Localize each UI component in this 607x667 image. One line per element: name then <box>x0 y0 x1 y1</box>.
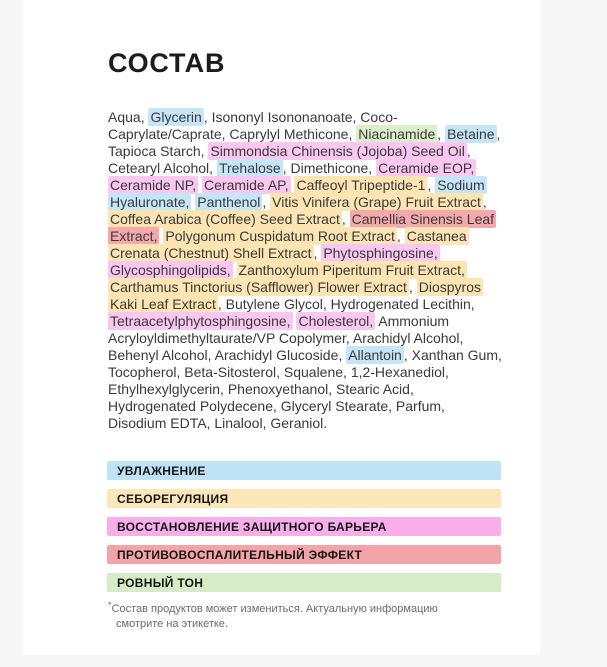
ingredient-text: , <box>408 279 417 295</box>
legend-label: ПРОТИВОВОСПАЛИТЕЛЬНЫЙ ЭФФЕКТ <box>117 547 363 562</box>
ingredient-text <box>233 262 237 278</box>
legend-label: ВОССТАНОВЛЕНИЕ ЗАЩИТНОГО БАРЬЕРА <box>117 519 387 534</box>
ingredient-highlight-pink: Simmondsia Chinensis (Jojoba) Seed Oil <box>208 142 467 160</box>
legend-item: ПРОТИВОВОСПАЛИТЕЛЬНЫЙ ЭФФЕКТ <box>107 545 501 564</box>
ingredient-text: , <box>262 194 271 210</box>
ingredient-highlight-yellow: Carthamus Tinctorius (Safflower) Flower … <box>108 278 409 296</box>
ingredient-text: , <box>313 245 322 261</box>
ingredients-paragraph: Aqua, Glycerin, Isononyl Isononanoate, C… <box>108 108 502 432</box>
legend-label: УВЛАЖНЕНИЕ <box>117 463 206 478</box>
ingredient-highlight-blue: Trehalose <box>216 159 283 177</box>
legend-label: СЕБОРЕГУЛЯЦИЯ <box>117 491 229 506</box>
ingredient-highlight-blue: Panthenol <box>195 193 263 211</box>
composition-card: СОСТАВ Aqua, Glycerin, Isononyl Isononan… <box>23 0 540 655</box>
ingredient-text: , <box>437 126 446 142</box>
ingredient-highlight-pink: Tetraacetylphytosphingosine, <box>108 312 293 330</box>
page-title: СОСТАВ <box>108 48 226 78</box>
ingredient-text: Aqua, <box>108 109 149 125</box>
ingredient-text: , <box>396 228 405 244</box>
ingredient-highlight-green: Niacinamide <box>356 125 438 143</box>
ingredient-text: , Xanthan Gum, Tocopherol, Beta-Sitoster… <box>108 347 502 431</box>
ingredient-highlight-yellow: Caffeoyl Tripeptide-1 <box>294 176 428 194</box>
legend-item: УВЛАЖНЕНИЕ <box>107 461 501 480</box>
ingredient-highlight-pink: Ceramide AP, <box>202 176 291 194</box>
ingredient-text: , Isononyl Isononanoate, Coco-Caprylate/… <box>108 109 398 142</box>
ingredient-text: , <box>482 194 487 210</box>
legend: УВЛАЖНЕНИЕ СЕБОРЕГУЛЯЦИЯ ВОССТАНОВЛЕНИЕ ЗА… <box>107 461 501 592</box>
footnote-asterisk: * <box>108 600 112 610</box>
footnote: *Состав продуктов может измениться. Акту… <box>108 598 464 632</box>
legend-label: РОВНЫЙ ТОН <box>117 575 204 590</box>
ingredient-text: , Dimethicone, <box>282 160 377 176</box>
ingredient-highlight-yellow: Vitis Vinifera (Grape) Fruit Extract <box>270 193 483 211</box>
legend-item: РОВНЫЙ ТОН <box>107 573 501 592</box>
ingredient-text: , Cetearyl Alcohol, <box>108 143 471 176</box>
legend-item: СЕБОРЕГУЛЯЦИЯ <box>107 489 501 508</box>
ingredient-text: , <box>427 177 436 193</box>
ingredient-text: Ammonium Acryloyldimethyltaurate/VP Copo… <box>108 313 464 363</box>
ingredient-text: , Butylene Glycol, Hydrogenated Lecithin… <box>217 296 475 312</box>
ingredient-text: , <box>341 211 350 227</box>
ingredient-highlight-blue: Allantoin <box>346 346 404 364</box>
legend-item: ВОССТАНОВЛЕНИЕ ЗАЩИТНОГО БАРЬЕРА <box>107 517 501 536</box>
ingredient-highlight-yellow: Polygonum Cuspidatum Root Extract <box>163 227 397 245</box>
ingredient-highlight-pink: Phytosphingosine, <box>321 244 440 262</box>
ingredient-highlight-yellow: Zanthoxylum Piperitum Fruit Extract, <box>236 261 467 279</box>
ingredient-highlight-blue: Glycerin <box>148 108 204 126</box>
ingredient-text: , Tapioca Starch, <box>108 126 501 159</box>
footnote-text: Состав продуктов может измениться. Актуа… <box>111 603 438 630</box>
ingredient-highlight-pink: Glycosphingolipids, <box>108 261 233 279</box>
ingredient-highlight-blue: Betaine <box>445 125 497 143</box>
ingredient-highlight-pink: Cholesterol, <box>296 312 376 330</box>
ingredient-highlight-yellow: Coffea Arabica (Coffee) Seed Extract <box>108 210 342 228</box>
